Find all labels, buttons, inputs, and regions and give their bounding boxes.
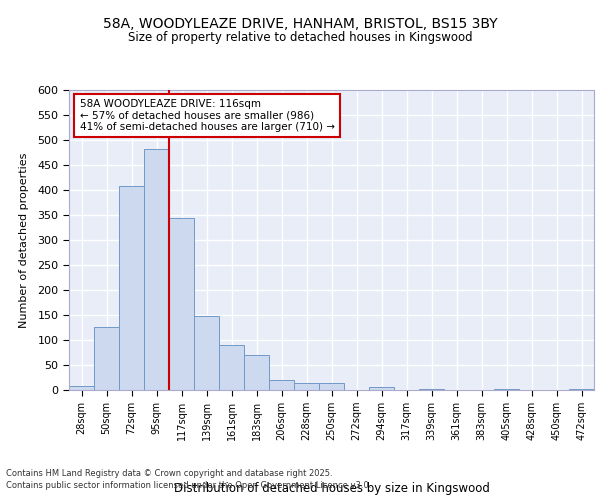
Bar <box>169 218 194 390</box>
Bar <box>244 355 269 390</box>
Text: Contains HM Land Registry data © Crown copyright and database right 2025.: Contains HM Land Registry data © Crown c… <box>6 468 332 477</box>
Bar <box>269 380 294 390</box>
Bar <box>369 387 394 390</box>
Bar <box>69 386 94 390</box>
Bar <box>319 382 344 390</box>
Bar <box>294 383 319 390</box>
Y-axis label: Number of detached properties: Number of detached properties <box>19 152 29 328</box>
Text: 58A, WOODYLEAZE DRIVE, HANHAM, BRISTOL, BS15 3BY: 58A, WOODYLEAZE DRIVE, HANHAM, BRISTOL, … <box>103 18 497 32</box>
Bar <box>419 388 444 390</box>
Bar <box>569 388 594 390</box>
Text: Contains public sector information licensed under the Open Government Licence v3: Contains public sector information licen… <box>6 481 371 490</box>
Bar <box>219 344 244 390</box>
X-axis label: Distribution of detached houses by size in Kingswood: Distribution of detached houses by size … <box>173 482 490 494</box>
Bar <box>194 316 219 390</box>
Text: Size of property relative to detached houses in Kingswood: Size of property relative to detached ho… <box>128 31 472 44</box>
Bar <box>119 186 144 390</box>
Bar <box>144 148 169 390</box>
Bar <box>94 326 119 390</box>
Bar <box>494 388 519 390</box>
Text: 58A WOODYLEAZE DRIVE: 116sqm
← 57% of detached houses are smaller (986)
41% of s: 58A WOODYLEAZE DRIVE: 116sqm ← 57% of de… <box>79 99 335 132</box>
